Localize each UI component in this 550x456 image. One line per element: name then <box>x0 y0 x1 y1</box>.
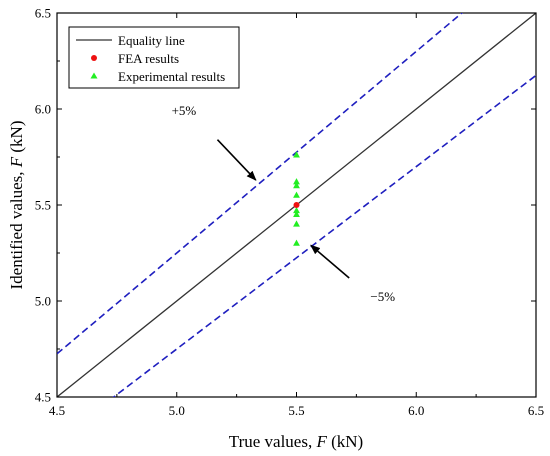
legend-label-fea: FEA results <box>118 51 179 66</box>
legend-swatch-fea <box>91 55 97 61</box>
experimental-point-4 <box>293 191 300 198</box>
series-points <box>293 151 300 246</box>
experimental-point-3 <box>293 206 300 214</box>
y-tick-label-2: 5.5 <box>35 198 51 213</box>
annotation-label-0: +5% <box>172 103 197 118</box>
experimental-point-5 <box>293 182 300 189</box>
y-tick-label-0: 4.5 <box>35 390 51 405</box>
x-tick-label-0: 4.5 <box>49 403 65 418</box>
x-tick-label-1: 5.0 <box>169 403 185 418</box>
experimental-point-7 <box>293 151 300 158</box>
fea-point-0 <box>293 202 300 208</box>
axis-ticks: 4.5 5.0 5.5 6.0 6.5 4.5 5.0 5.5 6.0 6.5 <box>35 6 544 419</box>
legend-box <box>68 26 240 89</box>
legend-swatch-experimental <box>90 72 98 79</box>
annotation-label-1: −5% <box>370 289 395 304</box>
y-axis-title: Identified values, F (kN) <box>7 120 26 289</box>
y-tick-label-4: 6.5 <box>35 6 51 21</box>
experimental-point-1 <box>293 220 300 227</box>
annotations: +5% −5% <box>172 103 396 304</box>
x-tick-label-3: 6.0 <box>408 403 424 418</box>
x-axis-title: True values, F (kN) <box>229 432 363 451</box>
x-tick-label-2: 5.5 <box>288 403 304 418</box>
experimental-point-6 <box>293 178 300 185</box>
legend: Equality line FEA results Experimental r… <box>68 26 240 89</box>
legend-label-experimental: Experimental results <box>118 69 225 84</box>
experimental-point-0 <box>293 239 300 246</box>
annotation-arrow-0 <box>216 139 257 181</box>
x-tick-label-4: 6.5 <box>528 403 544 418</box>
y-tick-label-1: 5.0 <box>35 294 51 309</box>
legend-label-equality-line: Equality line <box>118 33 185 48</box>
annotation-arrow-1 <box>310 244 350 279</box>
series-line-2 <box>112 74 536 397</box>
y-tick-label-3: 6.0 <box>35 102 51 117</box>
experimental-point-2 <box>293 210 300 217</box>
